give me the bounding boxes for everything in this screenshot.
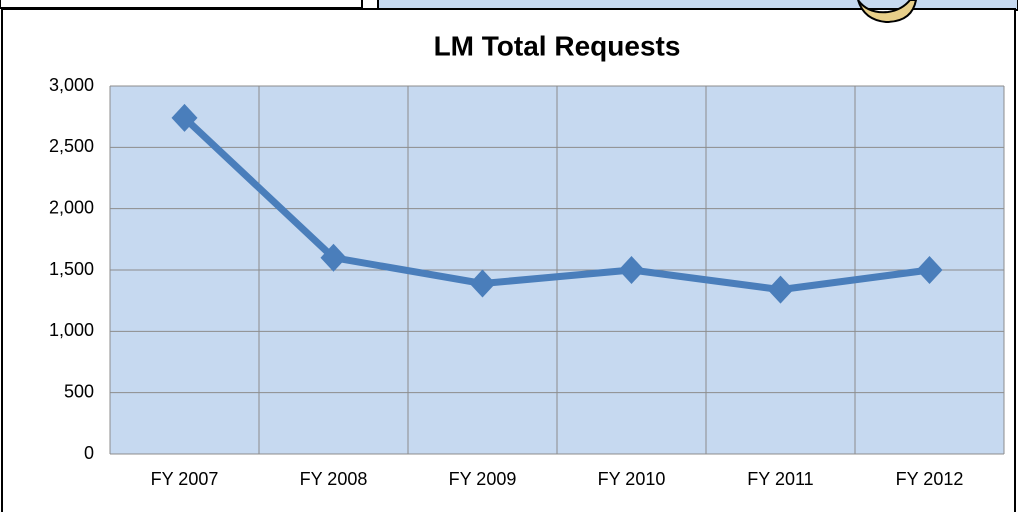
x-tick-label: FY 2012 [896, 469, 964, 489]
y-tick-label: 500 [64, 381, 94, 401]
x-tick-label: FY 2010 [598, 469, 666, 489]
x-tick-label: FY 2008 [300, 469, 368, 489]
y-tick-label: 0 [84, 443, 94, 463]
y-tick-label: 2,000 [49, 197, 94, 217]
x-tick-label: FY 2009 [449, 469, 517, 489]
chart-title: LM Total Requests [434, 30, 681, 61]
y-tick-label: 3,000 [49, 75, 94, 95]
x-tick-label: FY 2007 [151, 469, 219, 489]
x-tick-label: FY 2011 [747, 469, 813, 489]
top-left-frame [0, 0, 362, 8]
chart: LM Total Requests 0 500 1,000 1,500 2,000 2,5… [0, 0, 1018, 512]
y-tick-label: 1,500 [49, 259, 94, 279]
y-tick-label: 1,000 [49, 320, 94, 340]
y-tick-label: 2,500 [49, 136, 94, 156]
